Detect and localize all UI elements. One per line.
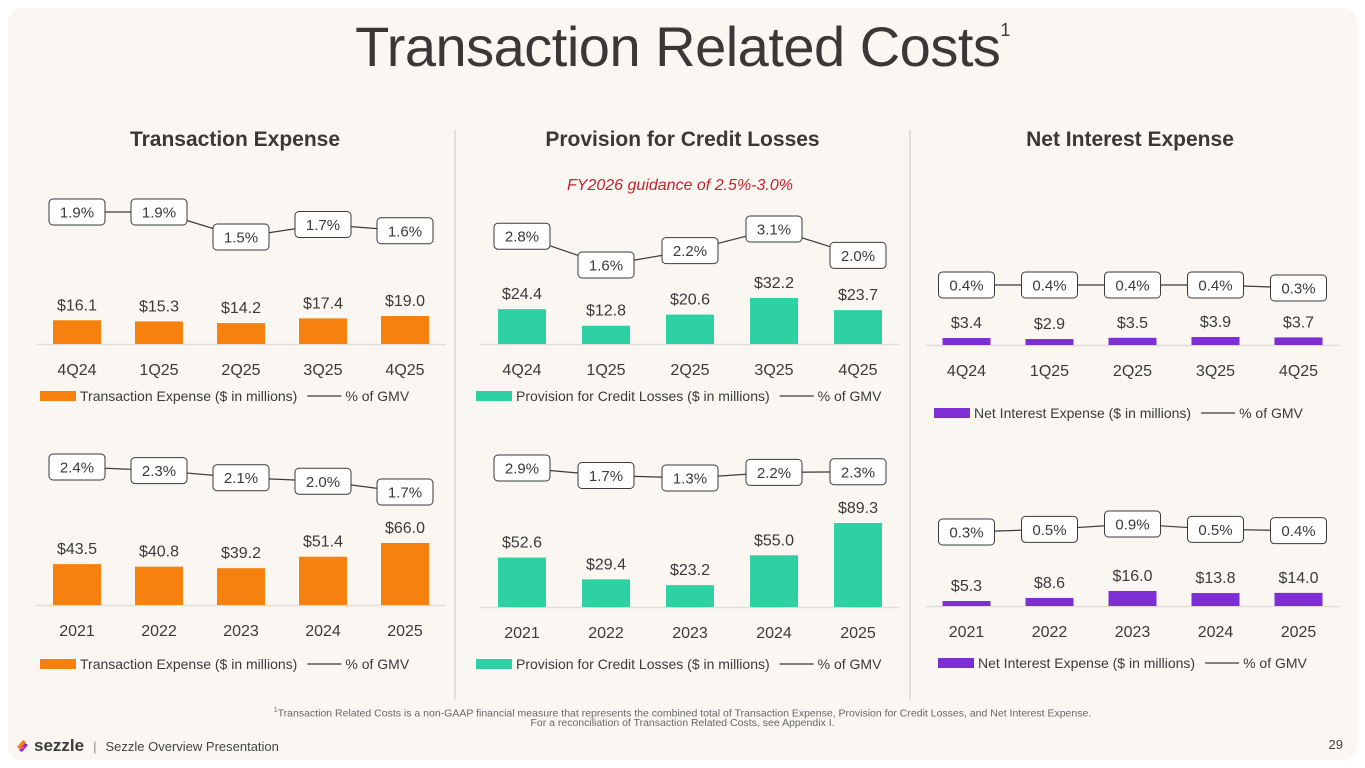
section-title-transaction-expense: Transaction Expense	[129, 128, 341, 151]
page-number: 29	[1328, 737, 1343, 752]
column-divider-2	[909, 130, 911, 700]
footnote-marker: 1	[273, 707, 278, 714]
sezzle-logo-icon	[17, 740, 28, 752]
presentation-name: Sezzle Overview Presentation	[105, 738, 279, 754]
brand-wordmark: sezzle	[34, 736, 85, 755]
title-text: Transaction Related Costs	[355, 15, 1001, 78]
section-title-provision-credit-losses: Provision for Credit Losses	[545, 128, 820, 151]
title-footnote-marker: 1	[1000, 20, 1010, 40]
footnote-text-1: Transaction Related Costs is a non-GAAP …	[277, 707, 1092, 720]
footer-brand: sezzle | Sezzle Overview Presentation	[14, 736, 279, 756]
column-divider-1	[454, 130, 456, 700]
slide-background	[8, 8, 1357, 760]
page-title: Transaction Related Costs1	[0, 14, 1365, 79]
section-title-net-interest-expense: Net Interest Expense	[1026, 128, 1234, 151]
footnote-line-1: 1Transaction Related Costs is a non-GAAP…	[0, 704, 1365, 721]
guidance-note: FY2026 guidance of 2.5%-3.0%	[567, 177, 793, 194]
footer-separator: |	[93, 738, 97, 754]
footnote-line-2: For a reconciliation of Transaction Rela…	[530, 717, 835, 729]
